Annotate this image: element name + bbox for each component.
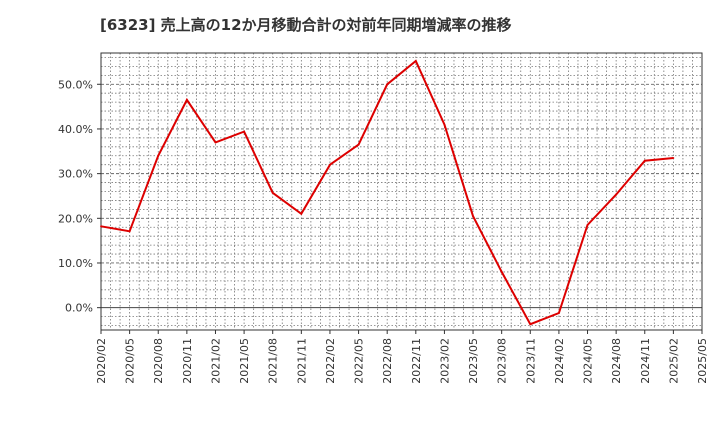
data-point <box>500 271 503 273</box>
data-point <box>128 230 131 233</box>
data-point <box>558 312 560 314</box>
x-tick-label: 2022/11 <box>410 338 423 384</box>
data-point <box>529 323 532 326</box>
x-tick-label: 2020/02 <box>95 338 108 384</box>
x-tick-label: 2020/05 <box>124 338 137 384</box>
x-tick-label: 2021/02 <box>209 338 222 384</box>
data-point <box>443 123 446 126</box>
data-point <box>157 154 160 157</box>
plot-border <box>100 52 703 331</box>
x-tick-label: 2020/08 <box>152 338 165 384</box>
y-tick-label: 40.0% <box>58 123 93 136</box>
series-layer <box>100 59 675 326</box>
data-point <box>672 157 675 159</box>
x-tick-label: 2022/08 <box>381 338 394 384</box>
y-tick-label: 0.0% <box>65 302 93 315</box>
data-point <box>357 143 360 146</box>
x-tick-label: 2022/02 <box>324 338 337 384</box>
data-point <box>386 83 389 86</box>
data-point <box>329 163 331 166</box>
data-point <box>586 224 589 226</box>
plot-background <box>101 53 702 330</box>
data-point <box>186 99 188 101</box>
y-tick-label: 30.0% <box>58 168 93 181</box>
x-tick-label: 2021/08 <box>267 338 280 384</box>
label-layer: 0.0% 10.0% 20.0% 30.0% 40.0% 50.0% 2020/02 2020… <box>58 78 709 383</box>
y-tick-label: 10.0% <box>58 257 93 270</box>
data-point <box>100 225 102 228</box>
x-tick-label: 2023/05 <box>467 338 480 384</box>
data-point <box>243 130 246 133</box>
y-tick-label: 50.0% <box>58 78 93 91</box>
x-tick-label: 2023/08 <box>496 338 509 384</box>
x-tick-label: 2020/11 <box>181 338 194 384</box>
chart-title: [6323] 売上高の12か月移動合計の対前年同期増減率の推移 <box>100 16 512 34</box>
x-tick-label: 2025/02 <box>667 338 680 384</box>
data-point <box>414 60 417 62</box>
x-tick-label: 2024/05 <box>582 338 595 384</box>
axis-layer <box>97 52 703 334</box>
x-tick-label: 2025/05 <box>696 338 709 384</box>
data-point <box>300 212 303 215</box>
data-point <box>615 193 617 196</box>
x-tick-label: 2024/02 <box>553 338 566 384</box>
data-point <box>472 215 474 218</box>
x-tick-label: 2023/11 <box>524 338 537 384</box>
x-tick-label: 2022/05 <box>353 338 366 384</box>
data-point <box>271 191 274 194</box>
data-point <box>214 141 217 144</box>
y-tick-label: 20.0% <box>58 212 93 225</box>
x-tick-label: 2023/02 <box>438 338 451 384</box>
x-tick-label: 2024/11 <box>639 338 652 384</box>
x-tick-label: 2021/05 <box>238 338 251 384</box>
x-tick-label: 2021/11 <box>295 338 308 384</box>
x-tick-label: 2024/08 <box>610 338 623 384</box>
data-point <box>643 159 646 162</box>
grid-layer <box>101 53 702 330</box>
